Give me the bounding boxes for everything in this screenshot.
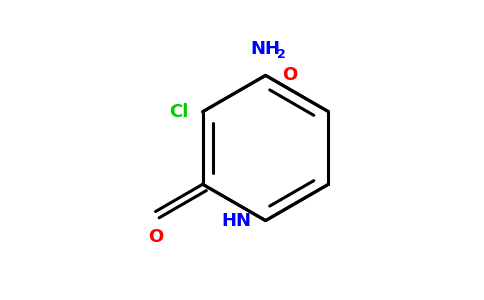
Text: NH: NH [251,40,281,58]
Text: HN: HN [221,212,251,230]
Text: O: O [148,228,163,246]
Text: O: O [282,66,297,84]
Text: 2: 2 [277,48,286,61]
Text: Cl: Cl [169,103,188,121]
